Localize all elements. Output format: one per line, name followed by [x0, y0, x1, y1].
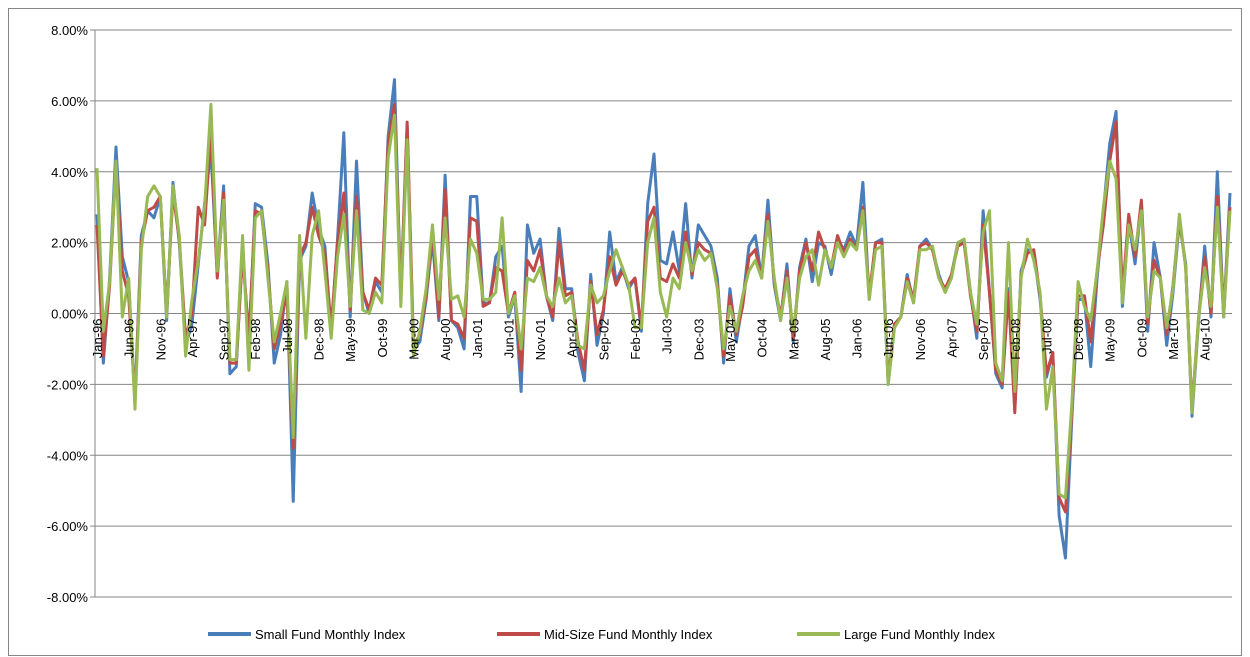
x-tick-label: Oct-09: [1134, 319, 1149, 358]
x-tick-label: Oct-99: [375, 319, 390, 358]
x-tick-label: Nov-06: [913, 319, 928, 361]
x-tick-label: Jan-06: [850, 319, 865, 359]
series-line: [95, 102, 1232, 500]
y-tick-label: 4.00%: [51, 165, 88, 180]
x-tick-label: Aug-05: [818, 319, 833, 361]
legend-label: Mid-Size Fund Monthly Index: [544, 627, 713, 642]
x-tick-label: Mar-00: [406, 319, 421, 360]
x-tick-label: Jan-01: [470, 319, 485, 359]
x-tick-label: Aug-00: [438, 319, 453, 361]
x-tick-label: May-99: [343, 319, 358, 362]
x-tick-label: Apr-97: [185, 319, 200, 358]
y-tick-label: -2.00%: [47, 377, 89, 392]
y-tick-label: 0.00%: [51, 307, 88, 322]
x-tick-label: Dec-08: [1071, 319, 1086, 361]
x-tick-label: Jan-96: [90, 319, 105, 359]
x-tick-label: May-09: [1103, 319, 1118, 362]
x-tick-label: Sep-97: [217, 319, 232, 361]
x-tick-label: Dec-03: [691, 319, 706, 361]
x-tick-label: Dec-98: [312, 319, 327, 361]
legend-label: Large Fund Monthly Index: [844, 627, 996, 642]
x-tick-label: Jun-06: [881, 319, 896, 359]
x-tick-label: Jul-03: [660, 319, 675, 354]
x-tick-label: Jun-96: [122, 319, 137, 359]
y-tick-label: -4.00%: [47, 448, 89, 463]
x-tick-label: Nov-96: [153, 319, 168, 361]
y-tick-label: -8.00%: [47, 590, 89, 605]
x-tick-label: Oct-04: [755, 319, 770, 358]
plot: [95, 78, 1232, 560]
x-tick-label: Apr-02: [565, 319, 580, 358]
y-tick-label: -6.00%: [47, 519, 89, 534]
legend-label: Small Fund Monthly Index: [255, 627, 406, 642]
axis-labels: -8.00% -6.00% -4.00% -2.00% 0.00% 2.00% 4.00% 6…: [47, 23, 1213, 605]
x-tick-label: Jun-01: [501, 319, 516, 359]
y-tick-label: 2.00%: [51, 236, 88, 251]
x-tick-label: Mar-10: [1166, 319, 1181, 360]
x-tick-label: Apr-07: [944, 319, 959, 358]
x-tick-label: Aug-10: [1198, 319, 1213, 361]
x-tick-label: Nov-01: [533, 319, 548, 361]
y-tick-label: 6.00%: [51, 94, 88, 109]
y-tick-label: 8.00%: [51, 23, 88, 38]
x-tick-label: Feb-98: [248, 319, 263, 360]
x-tick-label: Jul-98: [280, 319, 295, 354]
x-tick-label: Feb-08: [1008, 319, 1023, 360]
x-tick-label: Sep-02: [596, 319, 611, 361]
x-tick-label: May-04: [723, 319, 738, 362]
x-tick-label: Jul-08: [1039, 319, 1054, 354]
x-tick-label: Mar-05: [786, 319, 801, 360]
x-tick-label: Feb-03: [628, 319, 643, 360]
x-tick-label: Sep-07: [976, 319, 991, 361]
legend: Small Fund Monthly Index Mid-Size Fund Mo…: [208, 627, 996, 642]
chart-border: [8, 8, 1242, 656]
